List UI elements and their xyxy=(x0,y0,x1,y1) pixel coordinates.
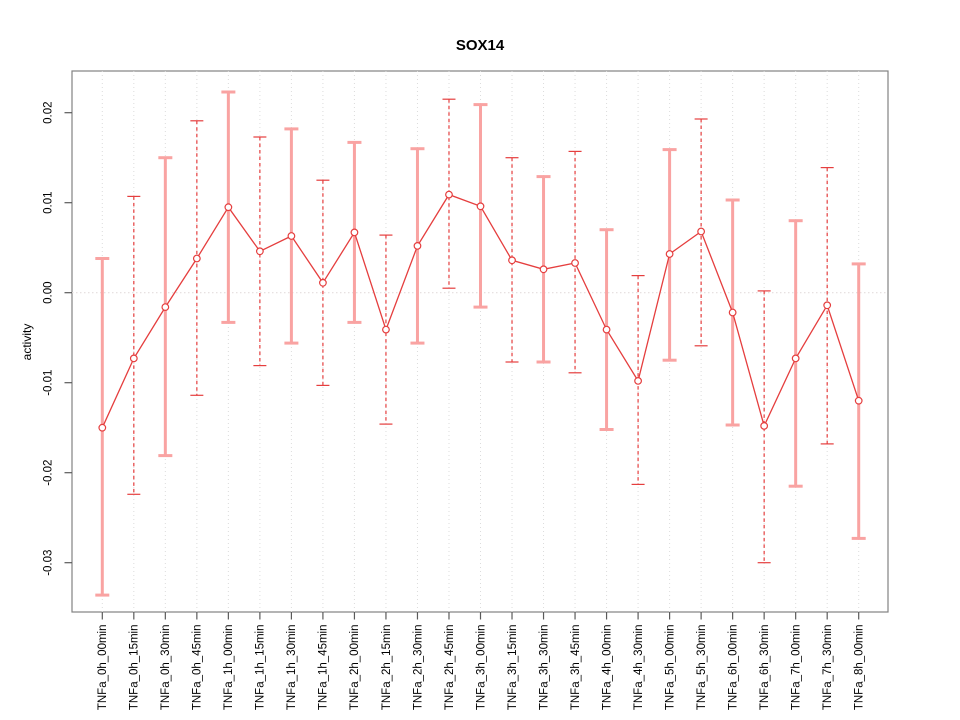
data-point xyxy=(319,278,327,287)
x-tick-label: TNFa_0h_45min xyxy=(192,625,204,711)
plot-border xyxy=(71,70,889,613)
data-point xyxy=(539,265,548,274)
x-tick-label: TNFa_8h_00min xyxy=(854,625,866,711)
x-tick-label: TNFa_3h_45min xyxy=(570,625,582,711)
data-point xyxy=(255,247,264,256)
x-tick-label: TNFa_1h_45min xyxy=(318,625,330,711)
x-tick-label: TNFa_0h_00min xyxy=(97,625,109,711)
data-point xyxy=(129,354,138,363)
x-tick-label: TNFa_3h_30min xyxy=(538,625,550,711)
data-point xyxy=(665,250,674,258)
data-point xyxy=(476,202,485,211)
x-tick-label: TNFa_6h_30min xyxy=(759,625,771,711)
y-tick-label: 0.02 xyxy=(43,102,55,124)
x-tick-label: TNFa_2h_15min xyxy=(381,625,393,711)
data-point xyxy=(823,301,832,310)
data-point xyxy=(760,422,769,430)
x-tick-label: TNFa_0h_15min xyxy=(129,625,141,711)
x-tick-label: TNFa_0h_30min xyxy=(160,625,172,711)
data-point xyxy=(98,423,107,432)
x-tick-label: TNFa_2h_00min xyxy=(349,625,361,711)
y-tick-label: -0.01 xyxy=(43,370,55,396)
chart-title: SOX14 xyxy=(455,37,505,54)
data-point xyxy=(697,227,706,236)
data-point xyxy=(161,303,170,312)
data-point xyxy=(728,308,737,317)
data-point xyxy=(571,259,579,267)
data-point xyxy=(382,325,390,334)
x-tick-label: TNFa_3h_00min xyxy=(475,625,487,711)
data-point xyxy=(791,354,800,363)
data-point xyxy=(508,256,516,265)
data-point xyxy=(224,203,233,212)
x-tick-label: TNFa_4h_30min xyxy=(633,625,645,711)
y-tick-label: 0.00 xyxy=(43,282,55,304)
x-tick-label: TNFa_3h_15min xyxy=(507,625,519,711)
x-tick-label: TNFa_1h_30min xyxy=(286,625,298,711)
x-tick-label: TNFa_5h_30min xyxy=(696,625,708,711)
y-tick-label: 0.01 xyxy=(43,192,55,214)
data-point xyxy=(854,396,863,405)
x-tick-label: TNFa_2h_30min xyxy=(412,625,424,711)
data-point xyxy=(445,190,453,199)
data-point xyxy=(634,377,642,385)
y-tick-label: -0.03 xyxy=(43,550,55,576)
data-point xyxy=(413,241,422,250)
x-tick-label: TNFa_2h_45min xyxy=(444,625,456,711)
x-tick-label: TNFa_7h_30min xyxy=(822,625,834,711)
data-point xyxy=(287,232,296,240)
y-tick-label: -0.02 xyxy=(43,460,55,486)
x-tick-label: TNFa_1h_15min xyxy=(255,625,267,711)
data-point xyxy=(350,228,359,237)
data-point xyxy=(602,325,611,334)
data-point xyxy=(192,254,201,263)
x-tick-label: TNFa_1h_00min xyxy=(223,625,235,711)
x-tick-label: TNFa_4h_00min xyxy=(601,625,613,711)
x-tick-label: TNFa_6h_00min xyxy=(727,625,739,711)
x-tick-label: TNFa_5h_00min xyxy=(664,625,676,711)
x-tick-label: TNFa_7h_00min xyxy=(790,625,802,711)
